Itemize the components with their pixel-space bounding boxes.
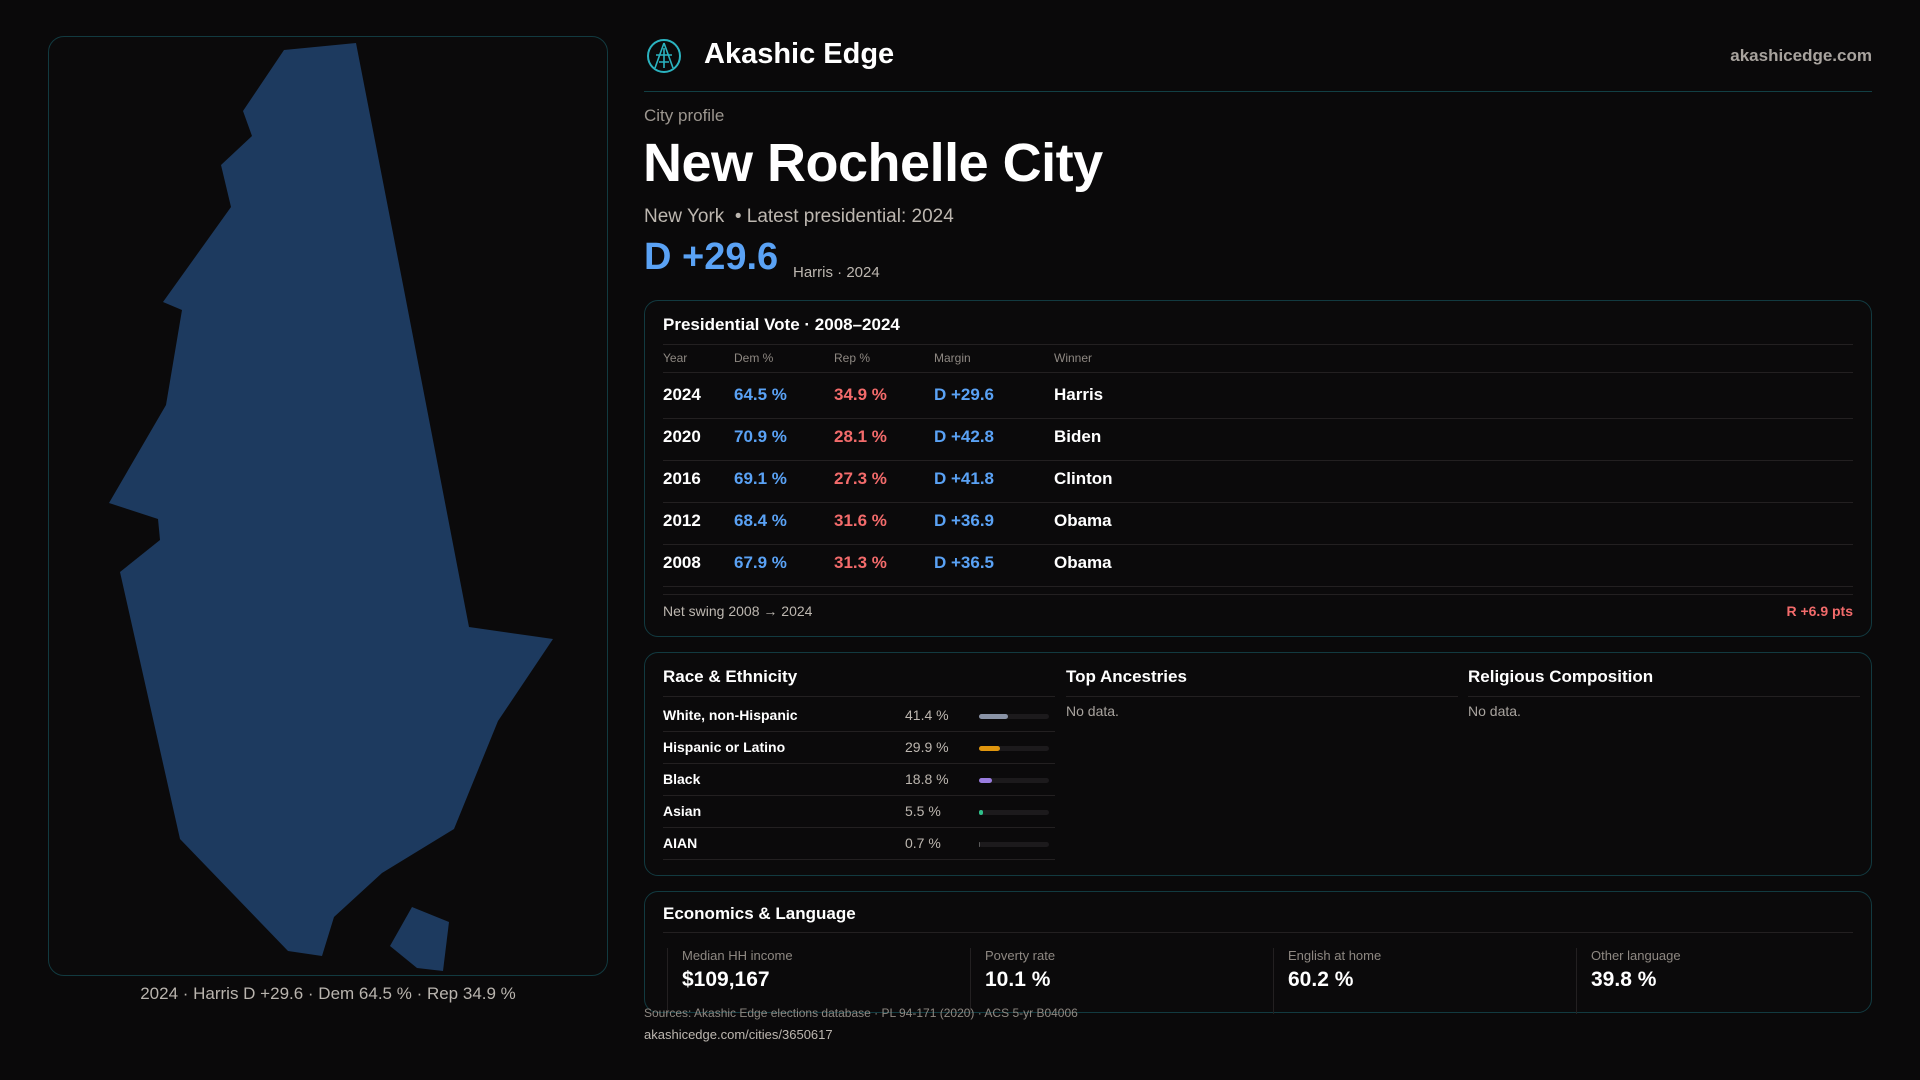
cell-margin: D +29.6 — [934, 385, 995, 404]
column-header: Year — [663, 351, 688, 365]
econ-label: Median HH income — [682, 948, 793, 963]
cell-margin: D +36.5 — [934, 553, 995, 572]
cell-winner: Obama — [1054, 511, 1112, 530]
column-header: Winner — [1054, 351, 1093, 365]
race-percent: 41.4 % — [905, 707, 949, 723]
subtitle: New York • Latest presidential: 2024 — [644, 206, 954, 227]
cell-year: 2016 — [663, 469, 701, 488]
race-percent: 5.5 % — [905, 803, 941, 819]
cell-dem: 68.4 % — [734, 511, 787, 530]
cell-dem: 69.1 % — [734, 469, 787, 488]
headline-margin: D +29.6 — [644, 236, 779, 278]
econ-cell: Poverty rate 10.1 % — [970, 948, 1270, 1014]
econ-cell: Median HH income $109,167 — [667, 948, 967, 1014]
table-row-divider — [663, 418, 1853, 419]
akashic-logo-icon — [647, 39, 681, 73]
cell-rep: 31.3 % — [834, 553, 887, 572]
cell-winner: Harris — [1054, 385, 1104, 404]
race-bar-fill — [979, 746, 1000, 751]
race-bar-fill — [979, 810, 983, 815]
page-url[interactable]: akashicedge.com/cities/3650617 — [644, 1027, 833, 1042]
race-label: Asian — [663, 803, 702, 819]
cell-rep: 31.6 % — [834, 511, 887, 530]
econ-label: Other language — [1591, 948, 1681, 963]
cell-rep: 27.3 % — [834, 469, 887, 488]
race-bar — [979, 778, 1049, 783]
cell-year: 2020 — [663, 427, 701, 446]
header-divider — [644, 91, 1872, 92]
presidential-vote-panel: Presidential Vote · 2008–2024 Year Dem % R… — [644, 300, 1872, 637]
race-bar — [979, 746, 1049, 751]
table-row-divider — [663, 460, 1853, 461]
religion-empty: No data. — [1468, 703, 1521, 719]
margin-note: Harris · 2024 — [793, 264, 880, 281]
demographics-panel: Race & Ethnicity White, non-Hispanic 41.… — [644, 652, 1872, 876]
site-link[interactable]: akashicedge.com — [1730, 46, 1872, 65]
race-percent: 0.7 % — [905, 835, 941, 851]
cell-dem: 64.5 % — [734, 385, 787, 404]
race-label: Black — [663, 771, 701, 787]
religion-title: Religious Composition — [1468, 667, 1654, 686]
cell-margin: D +42.8 — [934, 427, 995, 446]
brand-name: Akashic Edge — [704, 38, 895, 70]
table-row-divider — [663, 586, 1853, 587]
cell-winner: Obama — [1054, 553, 1112, 572]
cell-year: 2024 — [663, 385, 701, 404]
page-title: New Rochelle City — [643, 133, 1103, 193]
race-label: Hispanic or Latino — [663, 739, 786, 755]
cell-winner: Biden — [1054, 427, 1102, 446]
cell-margin: D +36.9 — [934, 511, 995, 530]
cell-year: 2008 — [663, 553, 701, 572]
race-bar-fill — [979, 714, 1008, 719]
cell-dem: 70.9 % — [734, 427, 787, 446]
eyebrow: City profile — [644, 106, 725, 125]
race-bar — [979, 842, 1049, 847]
table-row-divider — [663, 544, 1853, 545]
econ-title: Economics & Language — [663, 904, 856, 923]
city-boundary-map — [109, 43, 553, 971]
island-shape — [390, 907, 449, 971]
race-percent: 29.9 % — [905, 739, 949, 755]
race-title: Race & Ethnicity — [663, 667, 798, 686]
econ-cell: English at home 60.2 % — [1273, 948, 1573, 1014]
econ-value: 60.2 % — [1288, 968, 1354, 991]
net-swing-label: Net swing 2008 → 2024 — [663, 603, 813, 619]
cell-dem: 67.9 % — [734, 553, 787, 572]
race-bar — [979, 714, 1049, 719]
race-bar — [979, 810, 1049, 815]
cell-year: 2012 — [663, 511, 701, 530]
cell-winner: Clinton — [1054, 469, 1113, 488]
econ-value: 39.8 % — [1591, 968, 1657, 991]
sources: Sources: Akashic Edge elections database… — [644, 1006, 1078, 1020]
net-swing-value: R +6.9 pts — [1786, 603, 1853, 619]
column-header: Margin — [934, 351, 971, 365]
econ-cell: Other language 39.8 % — [1576, 948, 1876, 1014]
table-row-divider — [663, 502, 1853, 503]
race-label: AIAN — [663, 835, 698, 851]
race-percent: 18.8 % — [905, 771, 949, 787]
map-panel — [48, 36, 608, 976]
econ-value: 10.1 % — [985, 968, 1051, 991]
cell-margin: D +41.8 — [934, 469, 995, 488]
map-caption: 2024 · Harris D +29.6 · Dem 64.5 % · Rep… — [140, 984, 516, 1003]
city-boundary-shape — [109, 43, 553, 956]
column-header: Dem % — [734, 351, 774, 365]
ancestries-empty: No data. — [1066, 703, 1119, 719]
column-header: Rep % — [834, 351, 871, 365]
race-bar-fill — [979, 778, 993, 783]
econ-value: $109,167 — [682, 968, 770, 991]
panel-title: Presidential Vote · 2008–2024 — [663, 315, 900, 334]
cell-rep: 34.9 % — [834, 385, 887, 404]
econ-label: English at home — [1288, 948, 1382, 963]
race-label: White, non-Hispanic — [663, 707, 798, 723]
ancestries-title: Top Ancestries — [1066, 667, 1187, 686]
economics-panel: Economics & Language Median HH income $1… — [644, 891, 1872, 1014]
econ-label: Poverty rate — [985, 948, 1056, 963]
cell-rep: 28.1 % — [834, 427, 887, 446]
